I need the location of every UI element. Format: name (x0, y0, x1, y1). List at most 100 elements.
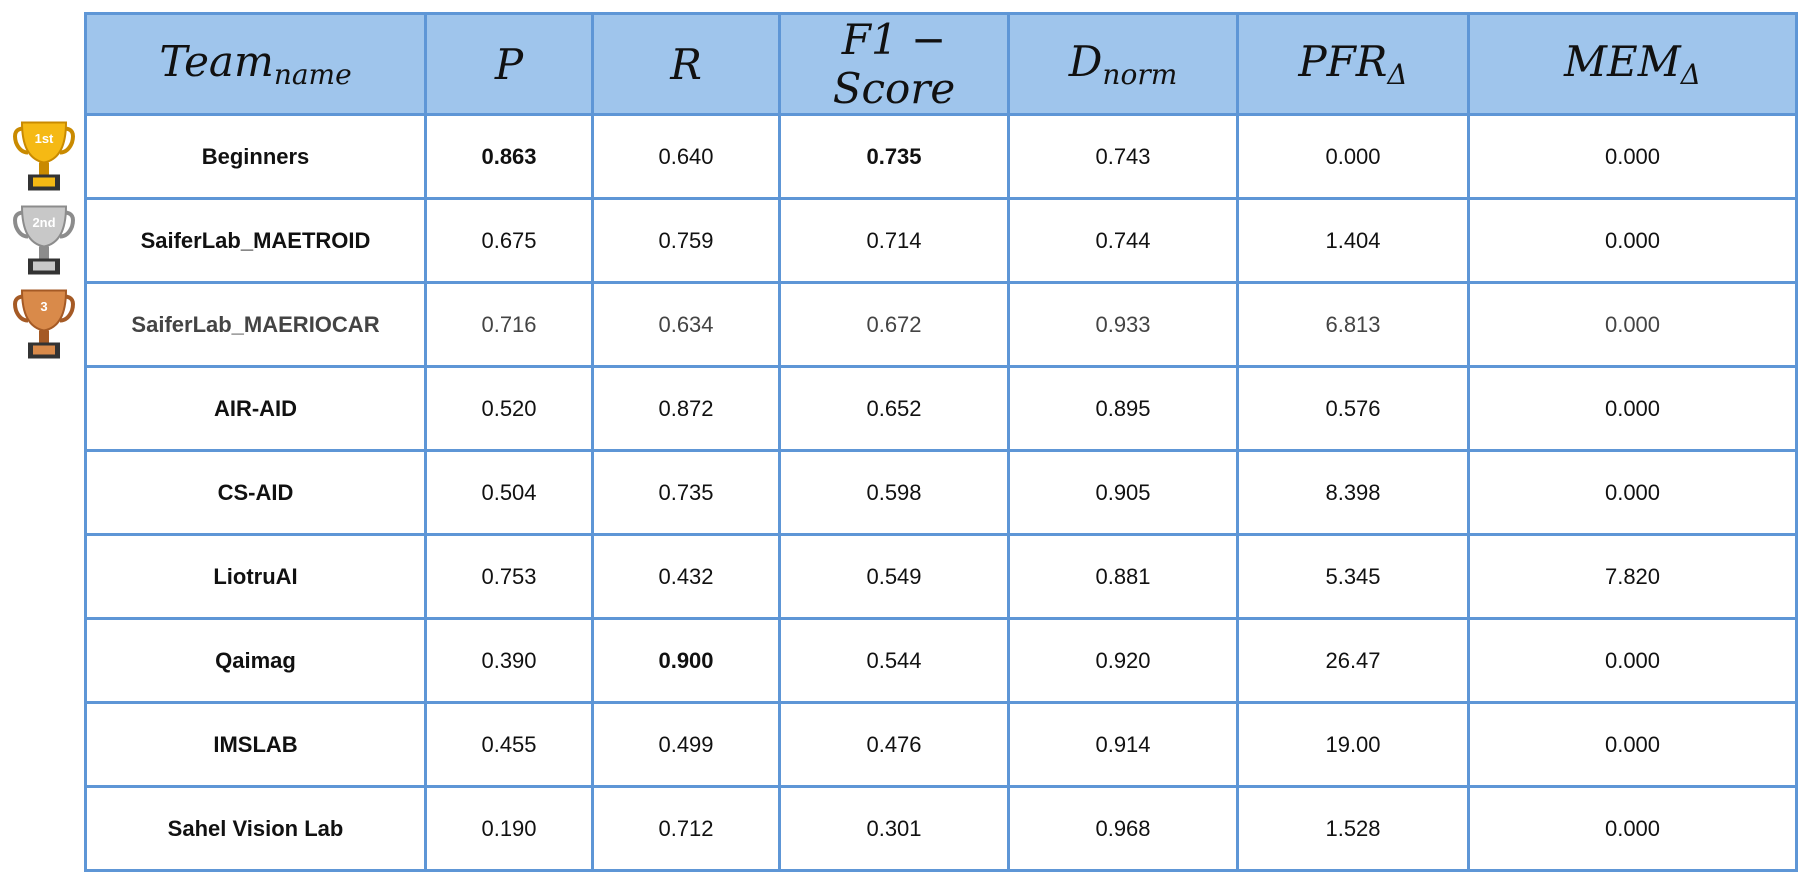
metric-cell: 0.672 (778, 281, 1010, 368)
trophy-handles (13, 294, 75, 323)
metric-cell: 0.652 (778, 365, 1010, 452)
table-row: SaiferLab_MAERIOCAR 0.716 0.634 0.672 0.933 6… (84, 281, 1798, 368)
header-main: F1 − Score (832, 15, 956, 113)
trophy-column: 1st 2nd 3 (13, 121, 75, 359)
header-sub: Δ (1387, 58, 1408, 91)
trophy-plate (33, 261, 55, 271)
trophy-stem (39, 162, 49, 175)
header-cell: Dnorm (1007, 12, 1239, 116)
metric-cell: 0.675 (424, 197, 594, 284)
team-name: Qaimag (84, 617, 427, 704)
metric-cell: 1.404 (1236, 197, 1470, 284)
metric-cell: 0.905 (1007, 449, 1239, 536)
header-main: Team (159, 37, 274, 86)
metric-cell: 0.863 (424, 113, 594, 200)
trophy-plate (33, 345, 55, 355)
team-name: SaiferLab_MAETROID (84, 197, 427, 284)
header-main: P (494, 39, 524, 89)
metric-cell: 0.549 (778, 533, 1010, 620)
metric-cell: 0.499 (591, 701, 781, 788)
header-cell: PFRΔ (1236, 12, 1470, 116)
table-row: Beginners 0.863 0.640 0.735 0.743 0.000 0.000 (84, 113, 1798, 200)
table-row: AIR-AID 0.520 0.872 0.652 0.895 0.576 0.000 (84, 365, 1798, 452)
header-sub: norm (1102, 58, 1178, 91)
metric-cell: 7.820 (1467, 533, 1798, 620)
header-cell: R (591, 12, 781, 116)
trophy-handles (13, 126, 75, 155)
metric-cell: 0.190 (424, 785, 594, 872)
metric-cell: 5.345 (1236, 533, 1470, 620)
metric-cell: 0.735 (778, 113, 1010, 200)
metric-cell: 0.872 (591, 365, 781, 452)
metric-cell: 0.743 (1007, 113, 1239, 200)
metric-cell: 0.968 (1007, 785, 1239, 872)
team-name: IMSLAB (84, 701, 427, 788)
metric-cell: 0.476 (778, 701, 1010, 788)
trophy-stem (39, 246, 49, 259)
metric-cell: 0.504 (424, 449, 594, 536)
table-row: Sahel Vision Lab 0.190 0.712 0.301 0.968 1.52… (84, 785, 1798, 872)
header-main: PFR (1298, 37, 1388, 86)
metric-cell: 0.881 (1007, 533, 1239, 620)
team-name: AIR-AID (84, 365, 427, 452)
table-row: LiotruAI 0.753 0.432 0.549 0.881 5.345 7.820 (84, 533, 1798, 620)
metric-cell: 0.598 (778, 449, 1010, 536)
metric-cell: 0.000 (1467, 617, 1798, 704)
metric-cell: 0.520 (424, 365, 594, 452)
metric-cell: 0.000 (1236, 113, 1470, 200)
trophy-cup (20, 121, 68, 164)
metric-cell: 0.640 (591, 113, 781, 200)
metric-cell: 0.920 (1007, 617, 1239, 704)
metric-cell: 0.000 (1467, 365, 1798, 452)
header-sub: Δ (1680, 58, 1701, 91)
metric-cell: 0.544 (778, 617, 1010, 704)
trophy-plate (33, 177, 55, 187)
metric-cell: 0.712 (591, 785, 781, 872)
table-row: Qaimag 0.390 0.900 0.544 0.920 26.47 0.000 (84, 617, 1798, 704)
trophy-label: 2nd (32, 215, 55, 230)
header-cell: F1 − Score (778, 12, 1010, 116)
metric-cell: 0.634 (591, 281, 781, 368)
metric-cell: 6.813 (1236, 281, 1470, 368)
table-row: CS-AID 0.504 0.735 0.598 0.905 8.398 0.000 (84, 449, 1798, 536)
metric-cell: 0.390 (424, 617, 594, 704)
trophy-stem (39, 330, 49, 343)
metric-cell: 26.47 (1236, 617, 1470, 704)
metric-cell: 0.000 (1467, 113, 1798, 200)
metric-cell: 0.744 (1007, 197, 1239, 284)
table-row: SaiferLab_MAETROID 0.675 0.759 0.714 0.744 1.… (84, 197, 1798, 284)
team-name: SaiferLab_MAERIOCAR (84, 281, 427, 368)
metric-cell: 0.432 (591, 533, 781, 620)
table-body: Beginners 0.863 0.640 0.735 0.743 0.000 0.000 S… (84, 113, 1798, 872)
metric-cell: 0.735 (591, 449, 781, 536)
metric-cell: 0.914 (1007, 701, 1239, 788)
team-name: LiotruAI (84, 533, 427, 620)
metric-cell: 0.753 (424, 533, 594, 620)
metric-cell: 0.714 (778, 197, 1010, 284)
header-main: D (1068, 37, 1103, 86)
header-row: Teamname P R F1 − Score Dnorm PFRΔ MEMΔ (84, 12, 1798, 116)
trophy-handles (13, 210, 75, 239)
header-main: R (670, 39, 702, 89)
metric-cell: 1.528 (1236, 785, 1470, 872)
trophy-label: 3 (40, 299, 47, 314)
metric-cell: 0.576 (1236, 365, 1470, 452)
header-cell: P (424, 12, 594, 116)
team-name: CS-AID (84, 449, 427, 536)
team-name: Sahel Vision Lab (84, 785, 427, 872)
trophy-label: 1st (35, 131, 54, 146)
metric-cell: 0.933 (1007, 281, 1239, 368)
header-sub: name (273, 58, 352, 91)
metric-cell: 0.895 (1007, 365, 1239, 452)
team-name: Beginners (84, 113, 427, 200)
metric-cell: 0.000 (1467, 281, 1798, 368)
metric-cell: 19.00 (1236, 701, 1470, 788)
metric-cell: 0.301 (778, 785, 1010, 872)
metric-cell: 0.000 (1467, 701, 1798, 788)
metric-cell: 8.398 (1236, 449, 1470, 536)
metric-cell: 0.455 (424, 701, 594, 788)
metric-cell: 0.000 (1467, 197, 1798, 284)
metric-cell: 0.716 (424, 281, 594, 368)
metric-cell: 0.000 (1467, 785, 1798, 872)
